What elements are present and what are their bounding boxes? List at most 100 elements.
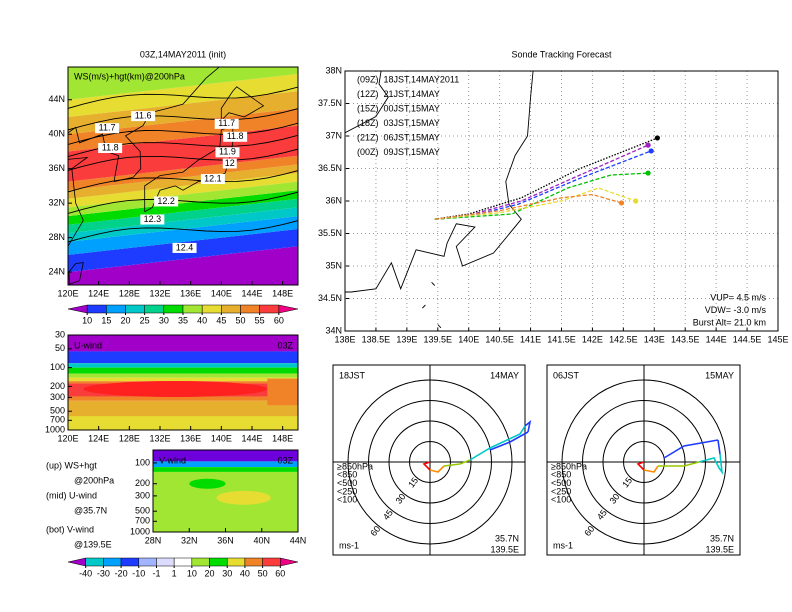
hodograph [524,420,532,433]
shade-band [68,91,298,135]
y-tick-label: 36N [325,195,342,205]
x-tick-label: 44N [290,535,307,545]
colorbar-box [144,304,165,314]
colorbar-label: 50 [235,315,245,325]
x-tick-label: 128E [119,288,140,298]
unit: ms-1 [553,540,573,550]
x-tick-label: 148E [272,288,293,298]
location: 35.7N [710,533,734,543]
contour-label: 12.1 [204,173,222,183]
section-field [153,450,298,532]
contour-label: 11.8 [227,131,244,141]
coastline [345,71,534,293]
colorbar-label: 55 [255,315,265,325]
colorbar-box [259,304,280,314]
colorbar-box [106,304,126,314]
y-tick-label: 38N [325,65,342,75]
track-area [345,71,660,329]
track-line [434,172,649,220]
shade-core [216,490,271,505]
shade-region [153,461,298,468]
y-tick-label: 36.5N [318,163,342,173]
colorbar-box [280,557,299,567]
contour-label: 12.4 [176,242,194,252]
ring-label: 60 [368,524,382,538]
shade-band [68,155,298,191]
track-line [434,193,622,220]
panel-date: 15MAY [705,370,734,380]
panel-time: 03Z [277,340,293,350]
colorbar-box [86,304,107,314]
coastline [68,262,84,285]
x-tick-label: 145E [767,334,788,344]
ring-label: 30 [608,492,622,506]
track-end [633,198,639,204]
colorbar-box [156,557,175,567]
coastline [421,304,426,309]
contour-label: 12 [225,158,235,168]
colorbar-label: -10 [132,568,145,578]
location: 35.7N [495,533,519,543]
chart-title: 03Z,14MAY2011 (init) [140,49,226,59]
x-tick-label: 139.5E [424,334,453,344]
x-tick-label: 140E [211,288,232,298]
y-tick-label: 50 [55,343,65,353]
colorbar-box [85,557,104,567]
colorbar-box [226,557,246,567]
contour-line [68,134,298,158]
y-tick-label: 100 [135,457,150,467]
colorbar-box [191,557,210,567]
y-tick-label: 40N [48,129,65,139]
level-legend: ≥850hPa [337,461,373,471]
plot-frame [332,364,526,556]
colorbar-label: 20 [120,315,130,325]
colorbar-box [278,304,299,314]
colorbar-label: 35 [178,315,188,325]
colorbar-label: 15 [101,315,111,325]
side-note: (mid) U-wind [46,490,97,500]
ring-label: 60 [582,524,596,538]
track-end [645,142,651,148]
x-tick-label: 139E [396,334,417,344]
y-tick-label: 1000 [130,526,150,536]
unit: ms-1 [339,540,359,550]
colorbar-label: 45 [216,315,226,325]
colorbar-box [209,557,228,567]
track-line [434,137,658,220]
contour-label: 11.9 [219,147,236,157]
x-tick-label: 132E [149,433,170,443]
x-tick-label: 138E [334,334,355,344]
coastline [113,67,220,182]
x-tick-label: 143.5E [671,334,700,344]
track-end [648,148,654,154]
x-tick-label: 144E [241,433,262,443]
x-tick-label: 148E [272,433,293,443]
panel-time: 18JST [339,370,366,380]
x-tick-label: 28N [145,535,162,545]
shade-band [68,190,298,225]
track-end [618,200,625,206]
legend-entry: (12Z) 21JST,14MAY [357,89,440,99]
ring-label: 30 [394,492,408,506]
location: 139.5E [490,544,519,554]
x-tick-label: 128E [119,433,140,443]
legend-entry: (00Z) 09JST,15MAY [357,147,440,157]
x-tick-label: 141.5E [547,334,576,344]
x-tick-label: 40N [253,535,270,545]
level-legend: <100 [337,495,357,505]
x-tick-label: 136E [180,433,201,443]
x-tick-label: 140.5E [485,334,514,344]
colorbar-label: 10 [187,568,197,578]
chart-title: Sonde Tracking Forecast [511,49,612,59]
colorbar-label: 10 [82,315,92,325]
ring-label: 15 [406,475,420,489]
y-tick-label: 34.5N [318,293,342,303]
colorbar-label: -1 [152,568,160,578]
range-ring [409,441,451,483]
hodograph [663,439,719,459]
legend-entry: (21Z) 06JST,15MAY [357,132,440,142]
shade-region [68,363,298,368]
shade-region [68,377,298,382]
hodograph [636,461,645,471]
hodograph [643,465,659,473]
